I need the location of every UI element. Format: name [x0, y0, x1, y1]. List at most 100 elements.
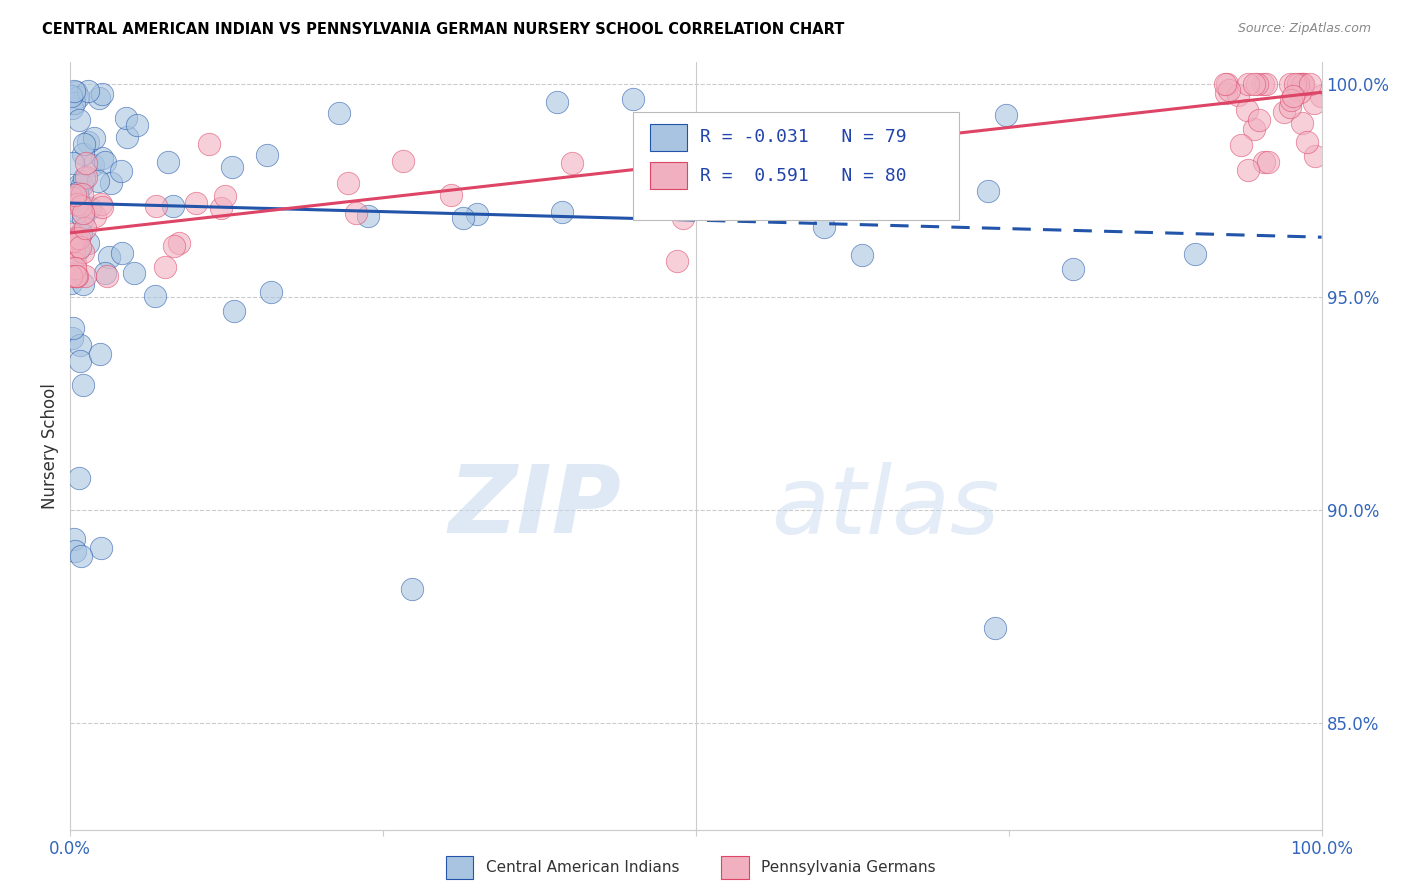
Point [63, 188, 86, 202]
Point [70, 549, 93, 563]
Point [77, 85, 100, 99]
Point [63, 245, 86, 260]
Bar [446, 856, 474, 880]
Point [169, 236, 191, 251]
Point [1272, 104, 1295, 119]
Point [66, 90, 89, 104]
Point [156, 155, 179, 169]
Point [100, 176, 122, 190]
Point [69, 354, 91, 368]
Point [60, 89, 83, 103]
Point [69, 198, 91, 212]
Point [69, 338, 91, 352]
Point [83, 209, 105, 223]
Point [1278, 100, 1301, 114]
Point [1303, 148, 1326, 162]
Point [977, 184, 1000, 198]
Point [67, 244, 90, 258]
Point [665, 253, 688, 268]
Point [60, 276, 83, 290]
Text: R =  0.591   N = 80: R = 0.591 N = 80 [700, 167, 907, 185]
Point [67, 178, 90, 192]
Point [1236, 103, 1258, 117]
Text: R = -0.031   N = 79: R = -0.031 N = 79 [700, 128, 907, 146]
Point [1215, 87, 1237, 101]
Point [90, 196, 112, 211]
Text: Source: ZipAtlas.com: Source: ZipAtlas.com [1237, 22, 1371, 36]
Point [89, 347, 111, 361]
Point [984, 621, 1007, 635]
Point [65, 268, 87, 283]
Point [75, 156, 97, 170]
Point [67, 470, 90, 484]
Point [110, 164, 132, 178]
Point [67, 112, 90, 127]
Point [122, 266, 145, 280]
Point [69, 226, 91, 240]
Point [90, 201, 112, 215]
Point [65, 231, 87, 245]
Point [60, 235, 83, 250]
Point [94, 155, 117, 169]
Point [75, 170, 97, 185]
Point [72, 206, 94, 220]
Point [73, 268, 96, 283]
Point [222, 303, 245, 318]
Point [214, 189, 236, 203]
Point [98, 251, 121, 265]
Point [851, 248, 873, 262]
Point [260, 285, 283, 300]
Point [59, 268, 82, 283]
Point [62, 227, 84, 241]
Point [1303, 96, 1326, 111]
Point [1243, 77, 1265, 91]
Bar [650, 124, 688, 151]
Point [125, 118, 148, 132]
Text: Central American Indians: Central American Indians [485, 861, 679, 875]
Point [1292, 77, 1315, 91]
Point [87, 174, 110, 188]
Point [671, 211, 693, 225]
Point [1309, 89, 1331, 103]
Point [70, 178, 93, 192]
Point [69, 240, 91, 254]
Point [1226, 88, 1249, 103]
Point [197, 136, 219, 151]
Point [1291, 77, 1313, 91]
Point [453, 211, 475, 226]
Point [1257, 155, 1279, 169]
Point [62, 321, 84, 335]
Point [1291, 116, 1313, 130]
Point [72, 136, 94, 151]
Point [391, 153, 413, 168]
Point [1246, 77, 1268, 91]
Point [70, 187, 93, 202]
Point [357, 209, 380, 223]
Point [1284, 77, 1306, 91]
Point [153, 260, 176, 275]
Point [60, 191, 83, 205]
Point [66, 268, 89, 283]
Point [145, 199, 167, 213]
Point [1295, 136, 1317, 150]
Point [439, 188, 461, 202]
Point [1299, 77, 1322, 91]
Point [699, 175, 721, 189]
Point [1251, 77, 1274, 91]
Point [82, 158, 104, 172]
Point [63, 544, 86, 558]
Point [1237, 163, 1260, 178]
Point [143, 289, 166, 303]
Point [72, 211, 94, 226]
Point [1279, 77, 1302, 91]
Point [90, 541, 112, 555]
Point [63, 240, 86, 254]
Point [65, 268, 87, 283]
Point [63, 256, 86, 270]
Point [63, 84, 86, 98]
Point [1184, 247, 1206, 261]
Point [1237, 77, 1260, 91]
Point [344, 206, 367, 220]
Point [328, 106, 350, 120]
Point [1281, 89, 1303, 103]
